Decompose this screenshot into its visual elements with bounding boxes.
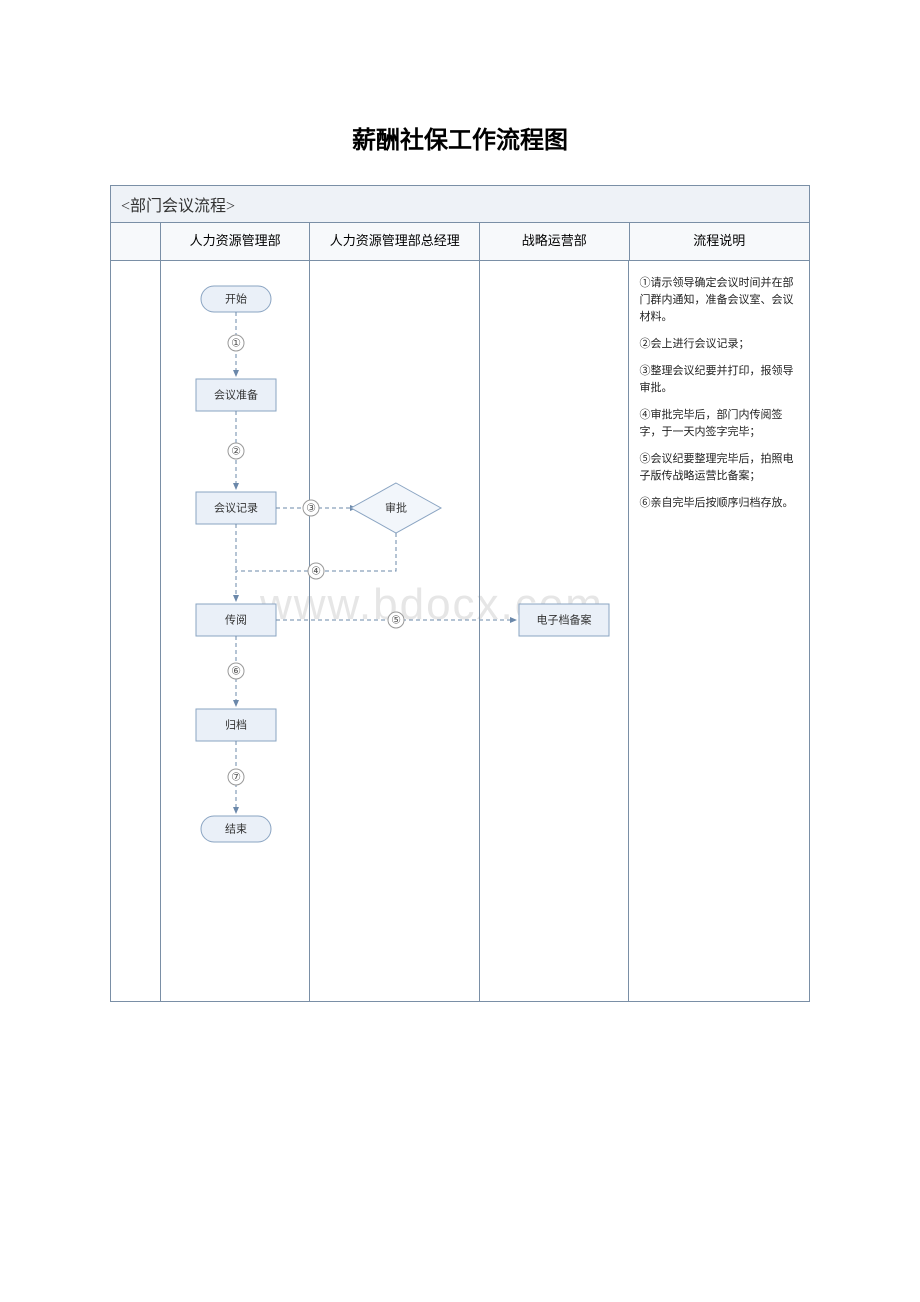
lane-spacer — [111, 261, 161, 1001]
approve-label: 审批 — [385, 500, 407, 514]
prep-label: 会议准备 — [214, 387, 258, 401]
flow-svg: 开始 ① 会议准备 ② 会议记录 ③ — [161, 261, 681, 1001]
mark-6: ⑥ — [231, 665, 241, 677]
circulate-label: 传阅 — [225, 613, 247, 626]
body-row: 开始 ① 会议准备 ② 会议记录 ③ — [111, 261, 809, 1001]
mark-2: ② — [231, 445, 241, 457]
mark-4: ④ — [311, 565, 321, 577]
mark-1: ① — [231, 337, 241, 349]
start-label: 开始 — [225, 291, 247, 305]
archive-label: 归档 — [225, 717, 247, 731]
end-label: 结束 — [225, 822, 247, 835]
col-hr-gm: 人力资源管理部总经理 — [310, 223, 480, 260]
col-spacer — [111, 223, 161, 260]
mark-5: ⑤ — [391, 614, 401, 626]
page-title: 薪酬社保工作流程图 — [0, 0, 920, 185]
lane-hr: 开始 ① 会议准备 ② 会议记录 ③ — [161, 261, 311, 1001]
mark-3: ③ — [306, 502, 316, 514]
lane-subtitle: <部门会议流程> — [111, 186, 809, 223]
col-hr: 人力资源管理部 — [161, 223, 311, 260]
col-strategy: 战略运营部 — [480, 223, 630, 260]
ebackup-label: 电子档备案 — [536, 612, 591, 626]
header-row: 人力资源管理部 人力资源管理部总经理 战略运营部 流程说明 — [111, 223, 809, 261]
swimlane: <部门会议流程> 人力资源管理部 人力资源管理部总经理 战略运营部 流程说明 开… — [110, 185, 810, 1002]
record-label: 会议记录 — [214, 501, 258, 514]
col-notes: 流程说明 — [630, 223, 809, 260]
mark-7: ⑦ — [231, 771, 241, 783]
